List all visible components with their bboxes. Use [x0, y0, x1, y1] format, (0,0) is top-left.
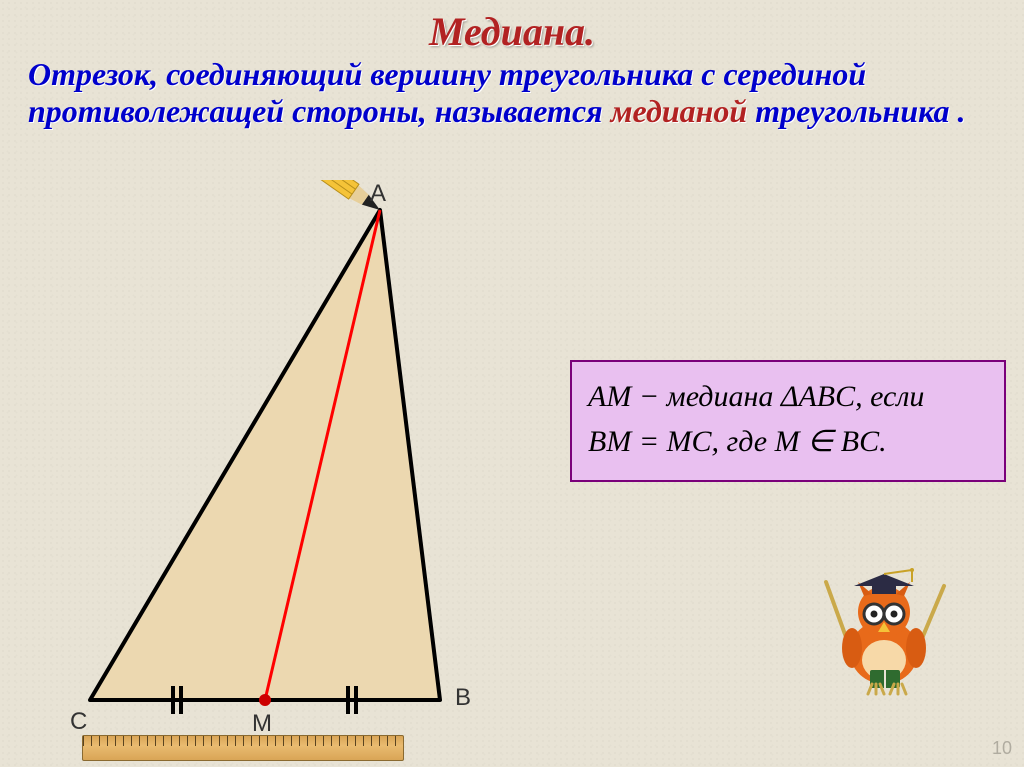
pencil-icon	[263, 180, 385, 217]
vertex-label-m: М	[252, 710, 272, 738]
owl-mascot-icon	[814, 552, 954, 707]
vertex-label-c: С	[70, 708, 87, 736]
formula-line-1: AM − медиана ΔABC, если	[588, 374, 988, 419]
point-m	[259, 694, 271, 706]
definition-post: треугольника .	[747, 93, 965, 129]
formula-box: AM − медиана ΔABC, если BM = MC, где M ∈…	[570, 360, 1006, 482]
formula-line-2: BM = MC, где M ∈ BC.	[588, 419, 988, 464]
definition-text: Отрезок, соединяющий вершину треугольник…	[28, 56, 988, 130]
ruler-icon	[82, 735, 404, 761]
page-title: Медиана.	[0, 8, 1024, 55]
page-number: 10	[992, 738, 1012, 759]
vertex-label-a: А	[370, 180, 386, 208]
definition-highlight: медианой	[611, 93, 748, 129]
triangle	[90, 210, 440, 700]
vertex-label-b: В	[455, 684, 471, 712]
median-diagram: А В С М	[30, 180, 590, 760]
